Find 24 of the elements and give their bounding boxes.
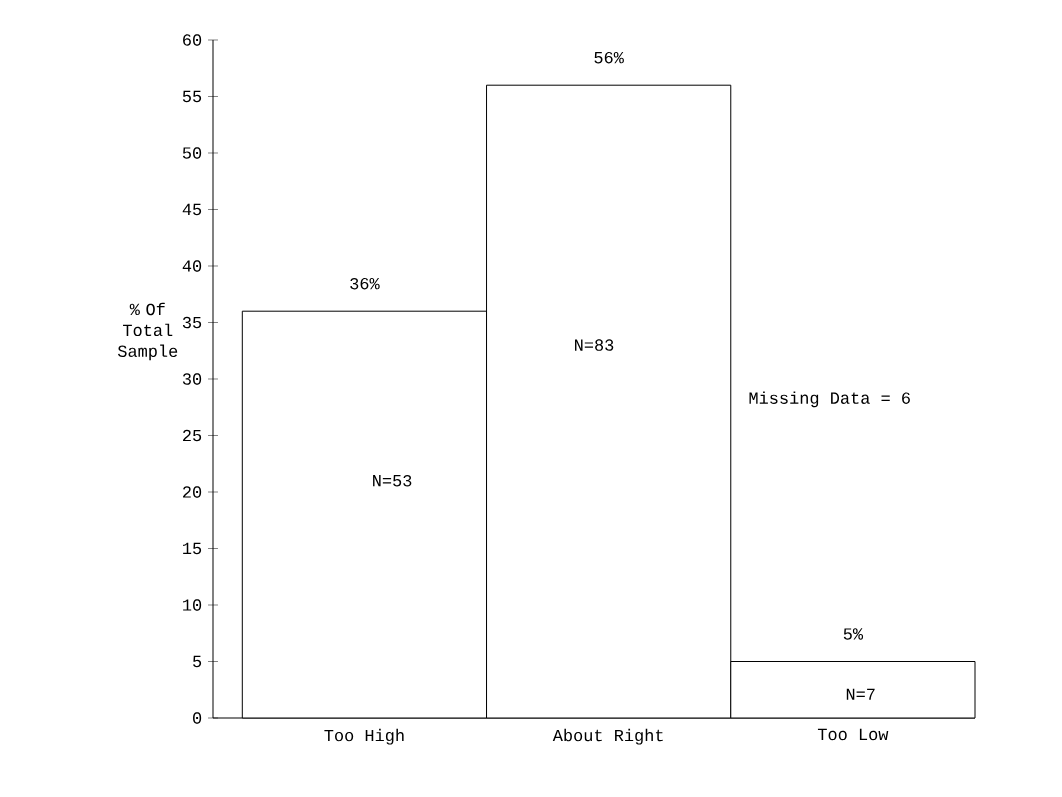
y-tick-label: 40	[182, 260, 202, 272]
data-label: 56%	[594, 51, 624, 64]
y-tick-label: 5	[193, 655, 202, 668]
data-label: 5%	[843, 628, 864, 640]
y-axis-title: % Of Total Sample	[117, 302, 178, 361]
y-tick-label: 60	[183, 34, 202, 46]
y-tick-label: 15	[183, 542, 202, 555]
annotation: N=53	[373, 474, 412, 487]
y-tick-label: 50	[182, 147, 202, 159]
annotation: N=7	[846, 688, 875, 700]
y-tick-label: 35	[182, 316, 202, 329]
y-tick-label: 20	[183, 486, 202, 498]
y-tick-label: 25	[183, 429, 202, 442]
y-tick-label: 30	[182, 373, 202, 385]
annotation: N=83	[575, 339, 614, 351]
x-tick-label: About Right	[552, 728, 663, 745]
x-tick-label: Too High	[324, 728, 404, 745]
annotation: Missing Data = 6	[749, 391, 910, 408]
x-tick-label: Too Low	[817, 728, 889, 741]
y-tick-label: 55	[182, 90, 202, 103]
y-tick-label: 45	[182, 203, 202, 216]
data-label: 36%	[350, 277, 380, 290]
y-tick-label: 10	[183, 599, 202, 611]
y-tick-label: 0	[193, 712, 202, 724]
